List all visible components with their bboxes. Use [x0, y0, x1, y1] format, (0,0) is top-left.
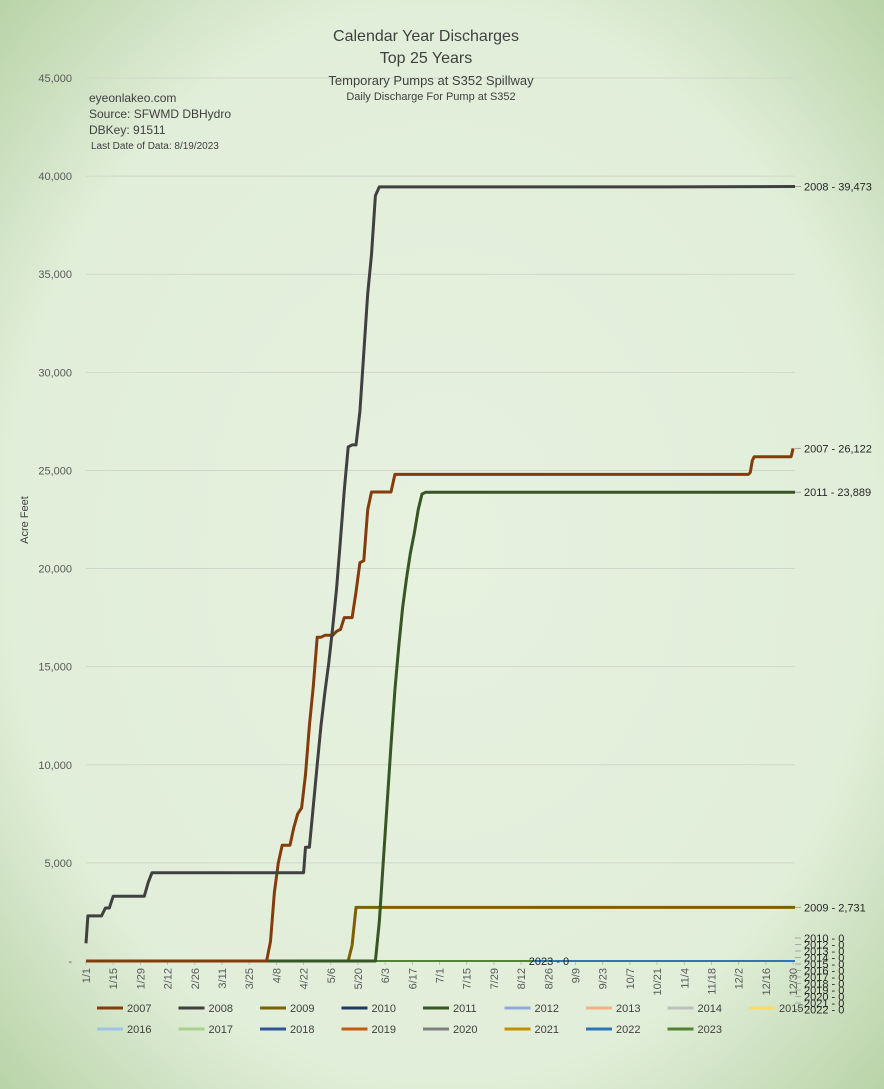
y-tick-label: 25,000 — [38, 465, 72, 477]
legend-label-2007: 2007 — [127, 1003, 151, 1015]
legend-label-2012: 2012 — [535, 1003, 559, 1015]
y-tick-label: 45,000 — [38, 73, 72, 85]
legend-label-2010: 2010 — [372, 1003, 396, 1015]
chart-subtitle-2: Temporary Pumps at S352 Spillway — [328, 73, 534, 88]
x-tick-label: 5/20 — [353, 968, 365, 989]
legend-label-2022: 2022 — [616, 1024, 640, 1036]
end-label: 2008 - 39,473 — [804, 181, 872, 193]
legend-label-2018: 2018 — [290, 1024, 314, 1036]
chart-subtitle: Top 25 Years — [380, 50, 473, 67]
series-line-2011 — [86, 490, 795, 963]
y-axis-ticks: - 5,000 10,000 15,000 20,000 25,000 30,000 35,0… — [38, 73, 72, 968]
y-tick-label: 30,000 — [38, 367, 72, 379]
y-tick-label: 5,000 — [44, 858, 72, 870]
legend-label-2016: 2016 — [127, 1024, 151, 1036]
legend-label-2021: 2021 — [535, 1024, 559, 1036]
x-tick-label: 6/17 — [407, 968, 419, 989]
x-tick-label: 6/3 — [380, 968, 392, 983]
legend-label-2023: 2023 — [698, 1024, 722, 1036]
end-label: 2021 - 0 — [804, 998, 844, 1010]
x-tick-label: 12/16 — [761, 968, 773, 996]
x-tick-label: 9/23 — [598, 968, 610, 989]
legend-label-2011: 2011 — [453, 1003, 477, 1015]
end-label: 2015 - 0 — [804, 959, 844, 971]
legend-label-2015: 2015 — [779, 1003, 803, 1015]
end-label: 2011 - 23,889 — [804, 487, 871, 499]
x-tick-label: 10/21 — [652, 968, 664, 996]
series-line-2009 — [86, 905, 795, 963]
legend-label-2019: 2019 — [372, 1024, 396, 1036]
x-tick-label: 1/1 — [81, 968, 93, 983]
x-tick-label: 11/18 — [706, 968, 718, 995]
series-lines — [84, 185, 796, 963]
end-label: 2007 - 26,122 — [804, 443, 872, 455]
y-tick-label: 15,000 — [38, 662, 72, 674]
info-source: Source: SFWMD DBHydro — [89, 107, 231, 121]
x-tick-label: 10/7 — [625, 968, 637, 989]
x-tick-label: 5/6 — [326, 968, 338, 983]
series-line-2007 — [86, 448, 795, 963]
end-label: 2009 - 2,731 — [804, 902, 866, 914]
series-line-2008 — [84, 185, 796, 944]
legend-label-2013: 2013 — [616, 1003, 640, 1015]
end-label: 2022 - 0 — [804, 1005, 844, 1017]
end-label: 2010 - 0 — [804, 933, 844, 945]
chart-subtitle-3: Daily Discharge For Pump at S352 — [346, 91, 515, 103]
y-tick-label: 20,000 — [38, 564, 72, 576]
inline-label-2023: 2023 - 0 — [529, 956, 569, 968]
legend: 2007 2008 2009 2010 2011 2012 2013 2014 2015 2016… — [97, 1003, 803, 1036]
x-tick-label: 4/22 — [299, 968, 311, 989]
legend-label-2017: 2017 — [209, 1024, 233, 1036]
x-tick-label: 1/15 — [108, 968, 120, 989]
x-tick-label: 2/12 — [163, 968, 175, 989]
x-tick-label: 3/25 — [244, 968, 256, 989]
end-labels: 2008 - 39,473 2007 - 26,122 2011 - 23,889 2… — [529, 181, 872, 1016]
legend-label-2008: 2008 — [209, 1003, 233, 1015]
end-label: 2017 - 0 — [804, 972, 844, 984]
chart-title: Calendar Year Discharges — [333, 28, 519, 45]
x-tick-label: 3/11 — [217, 968, 229, 989]
end-label: 2012 - 0 — [804, 940, 844, 952]
x-axis-ticks: 1/1 1/15 1/29 2/12 2/26 3/11 3/25 4/8 4/22 5/6 5/2… — [81, 961, 800, 996]
legend-label-2009: 2009 — [290, 1003, 314, 1015]
end-label: 2013 - 0 — [804, 946, 844, 958]
x-tick-label: 8/26 — [543, 968, 555, 989]
y-tick-label: - — [68, 956, 72, 968]
end-label: 2019 - 0 — [804, 985, 844, 997]
x-tick-label: 12/30 — [788, 968, 800, 996]
y-tick-label: 40,000 — [38, 171, 72, 183]
end-label: 2016 - 0 — [804, 966, 844, 978]
y-axis-label: Acre Feet — [19, 496, 31, 544]
x-tick-label: 9/9 — [571, 968, 583, 983]
x-tick-label: 12/2 — [734, 968, 746, 989]
x-tick-label: 4/8 — [271, 968, 283, 983]
x-tick-label: 7/1 — [435, 968, 447, 983]
x-tick-label: 1/29 — [135, 968, 147, 989]
x-tick-label: 8/12 — [516, 968, 528, 989]
end-label: 2018 - 0 — [804, 979, 844, 991]
y-tick-label: 10,000 — [38, 760, 72, 772]
x-tick-label: 7/29 — [489, 968, 501, 989]
end-label: 2020 - 0 — [804, 992, 844, 1004]
end-label: 2014 - 0 — [804, 953, 844, 965]
legend-label-2014: 2014 — [698, 1003, 722, 1015]
x-tick-label: 7/15 — [462, 968, 474, 989]
grid — [86, 77, 795, 962]
info-site: eyeonlakeo.com — [89, 91, 176, 105]
legend-label-2020: 2020 — [453, 1024, 477, 1036]
info-last-date: Last Date of Data: 8/19/2023 — [91, 141, 219, 152]
info-dbkey: DBKey: 91511 — [89, 123, 166, 137]
x-tick-label: 2/26 — [190, 968, 202, 989]
x-tick-label: 11/4 — [679, 968, 691, 989]
y-tick-label: 35,000 — [38, 269, 72, 281]
